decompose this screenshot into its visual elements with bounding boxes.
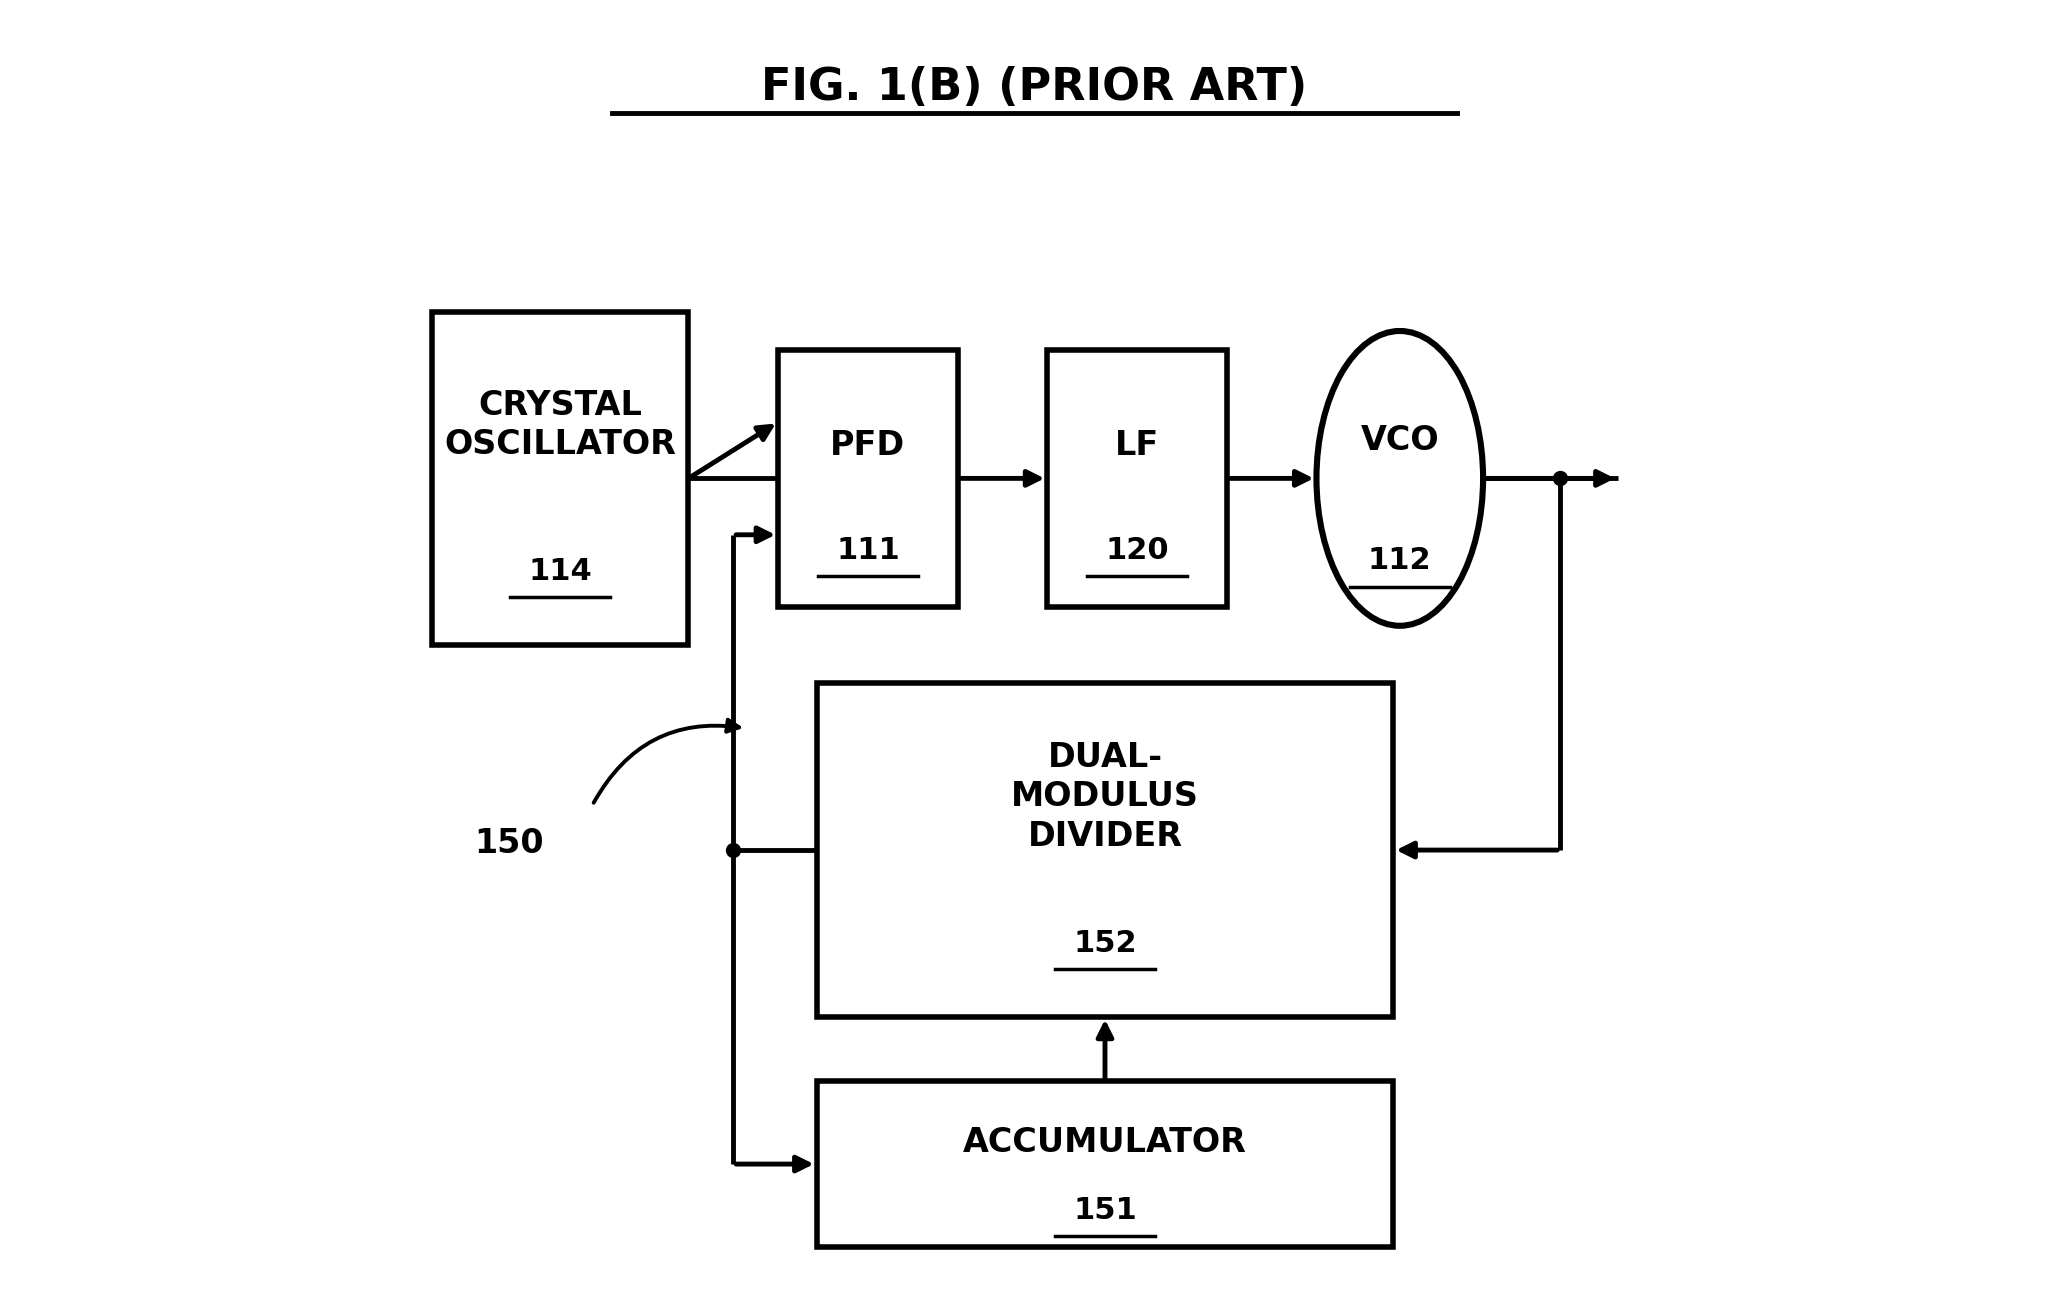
Text: 114: 114 (528, 557, 592, 586)
Text: VCO: VCO (1361, 423, 1440, 457)
Text: 152: 152 (1074, 929, 1136, 958)
Text: LF: LF (1115, 428, 1159, 462)
Text: 111: 111 (836, 535, 900, 565)
Bar (817, 684, 1392, 1017)
Bar (1047, 350, 1227, 606)
Text: 151: 151 (1074, 1196, 1136, 1226)
Text: 120: 120 (1105, 535, 1169, 565)
Bar (432, 312, 689, 645)
Bar (778, 350, 958, 606)
Text: 112: 112 (1368, 547, 1432, 575)
Text: 150: 150 (474, 827, 544, 860)
Text: DUAL-
MODULUS
DIVIDER: DUAL- MODULUS DIVIDER (1012, 740, 1198, 853)
Text: CRYSTAL
OSCILLATOR: CRYSTAL OSCILLATOR (445, 388, 677, 462)
Ellipse shape (1316, 332, 1483, 626)
Text: FIG. 1(B) (PRIOR ART): FIG. 1(B) (PRIOR ART) (761, 66, 1308, 108)
Bar (817, 1081, 1392, 1247)
Text: PFD: PFD (830, 428, 906, 462)
Text: ACCUMULATOR: ACCUMULATOR (962, 1126, 1248, 1158)
